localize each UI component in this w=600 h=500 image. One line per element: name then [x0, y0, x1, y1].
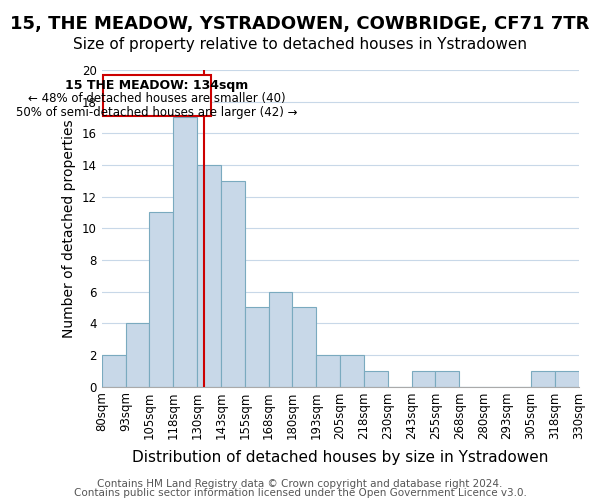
FancyBboxPatch shape [103, 74, 211, 116]
Y-axis label: Number of detached properties: Number of detached properties [62, 119, 76, 338]
Text: Contains public sector information licensed under the Open Government Licence v3: Contains public sector information licen… [74, 488, 526, 498]
Text: 15, THE MEADOW, YSTRADOWEN, COWBRIDGE, CF71 7TR: 15, THE MEADOW, YSTRADOWEN, COWBRIDGE, C… [10, 15, 590, 33]
Bar [554, 370, 578, 386]
Text: 15 THE MEADOW: 134sqm: 15 THE MEADOW: 134sqm [65, 79, 249, 92]
Bar [245, 308, 269, 386]
Bar [292, 308, 316, 386]
Bar [221, 181, 245, 386]
X-axis label: Distribution of detached houses by size in Ystradowen: Distribution of detached houses by size … [132, 450, 548, 465]
Text: 50% of semi-detached houses are larger (42) →: 50% of semi-detached houses are larger (… [16, 106, 298, 118]
Bar [316, 355, 340, 386]
Text: Size of property relative to detached houses in Ystradowen: Size of property relative to detached ho… [73, 38, 527, 52]
Bar [531, 370, 554, 386]
Text: Contains HM Land Registry data © Crown copyright and database right 2024.: Contains HM Land Registry data © Crown c… [97, 479, 503, 489]
Text: ← 48% of detached houses are smaller (40): ← 48% of detached houses are smaller (40… [28, 92, 286, 105]
Bar [149, 212, 173, 386]
Bar [412, 370, 436, 386]
Bar [125, 323, 149, 386]
Bar [173, 118, 197, 386]
Bar [436, 370, 459, 386]
Bar [364, 370, 388, 386]
Bar [101, 355, 125, 386]
Bar [269, 292, 292, 386]
Bar [340, 355, 364, 386]
Bar [197, 165, 221, 386]
